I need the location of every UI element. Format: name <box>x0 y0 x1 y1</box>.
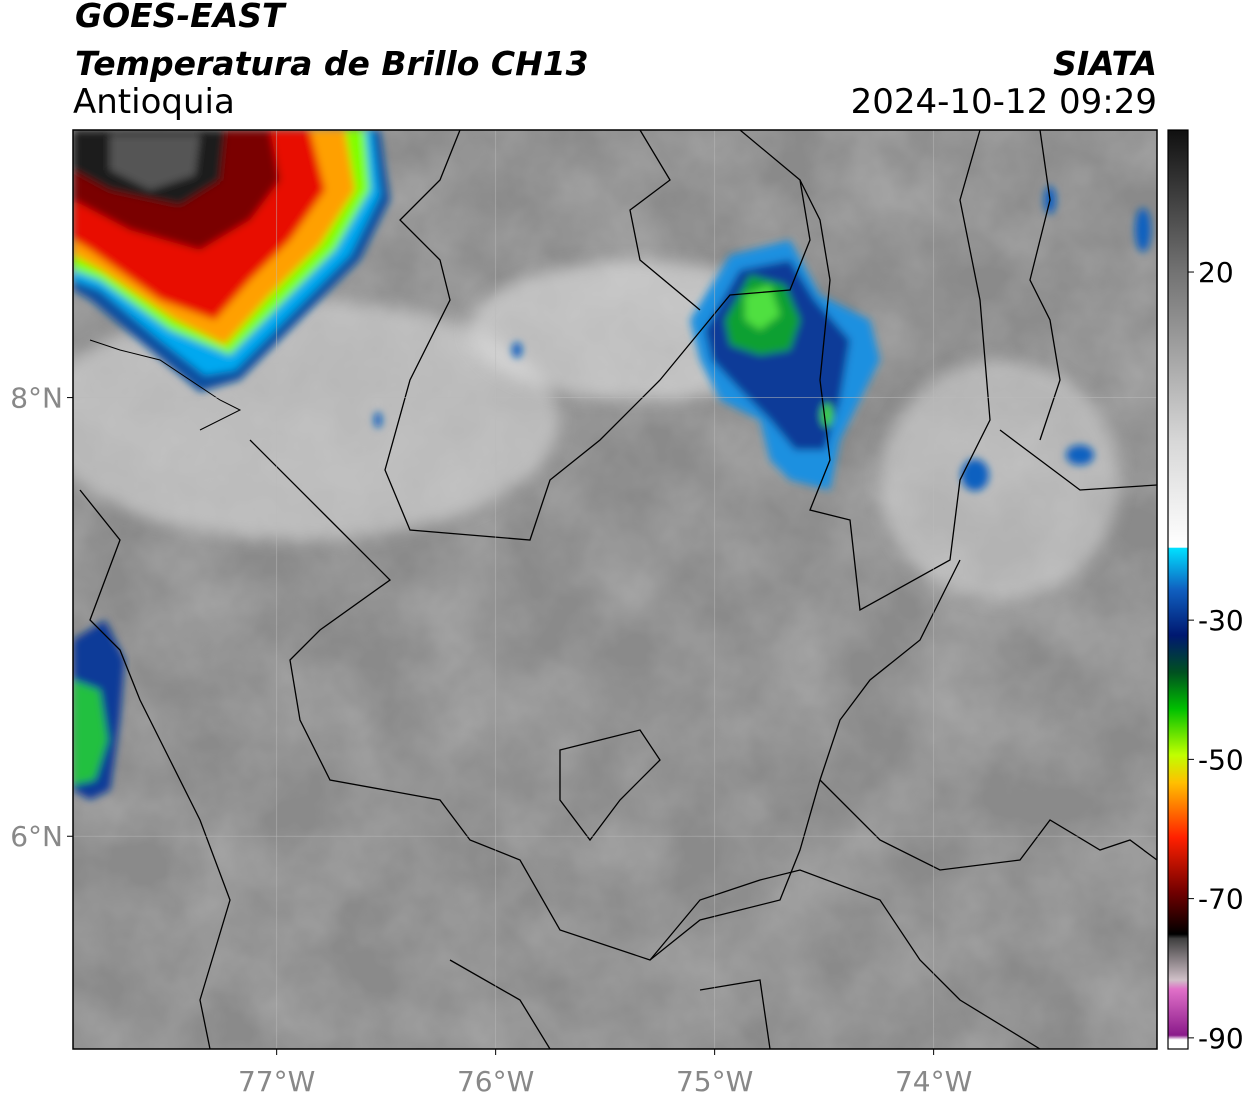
x-tick-label: 77°W <box>238 1065 315 1098</box>
y-tick-label: 6°N <box>10 820 63 853</box>
satellite-title: GOES-EAST <box>75 0 285 35</box>
satellite-image <box>73 130 1157 1049</box>
colorbar-tick-label: -70 <box>1198 883 1244 916</box>
region-label: Antioquia <box>73 82 235 122</box>
product-title: Temperatura de Brillo CH13 <box>75 44 589 83</box>
colorbar-tick-label: -30 <box>1198 604 1244 637</box>
x-tick-label: 74°W <box>895 1065 972 1098</box>
source-label: SIATA <box>1053 44 1157 83</box>
datetime-label: 2024-10-12 09:29 <box>850 82 1157 122</box>
borders <box>79 130 1157 1049</box>
x-tick-label: 76°W <box>457 1065 534 1098</box>
colorbar-tick-label: -90 <box>1198 1022 1244 1055</box>
colorbar-tick-label: -50 <box>1198 743 1244 776</box>
graticule <box>73 130 1157 1049</box>
colorbar <box>1167 129 1189 1050</box>
x-tick-label: 75°W <box>676 1065 753 1098</box>
y-tick-label: 8°N <box>10 382 63 415</box>
colorbar-tick-label: 20 <box>1198 256 1234 289</box>
map-frame <box>72 129 1158 1050</box>
